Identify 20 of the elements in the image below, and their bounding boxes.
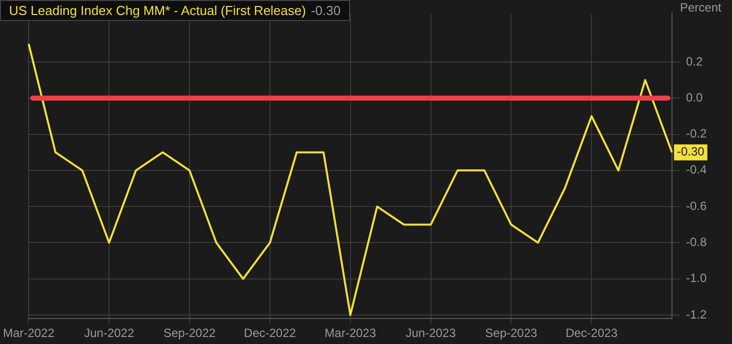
x-tick-label: Mar-2022 [3,326,55,340]
y-axis-title: Percent [680,0,722,14]
x-tick-label: Sep-2023 [485,326,538,340]
y-tick-label: -0.8 [686,235,708,250]
y-tick-label: -1.2 [686,307,708,322]
x-tick-label: Sep-2022 [163,326,216,340]
x-tick-label: Jun-2023 [406,326,456,340]
y-tick-label: -0.2 [686,126,708,141]
x-tick-label: Mar-2023 [324,326,376,340]
x-tick-label: Dec-2022 [244,326,296,340]
annotation: -0.30 [310,3,341,18]
y-tick-label: -0.4 [686,162,708,177]
y-tick-label: 0.0 [686,90,704,104]
x-tick-label: Dec-2023 [566,326,618,340]
y-tick-label: -0.6 [686,198,708,213]
y-tick-label: -1.0 [686,271,708,286]
y-tick-label: 0.2 [686,54,704,68]
annotation: -0.30 [677,144,705,159]
x-tick-label: Jun-2022 [84,326,134,340]
text: US Leading Index Chg MM* - Actual (First Release) [9,3,306,18]
